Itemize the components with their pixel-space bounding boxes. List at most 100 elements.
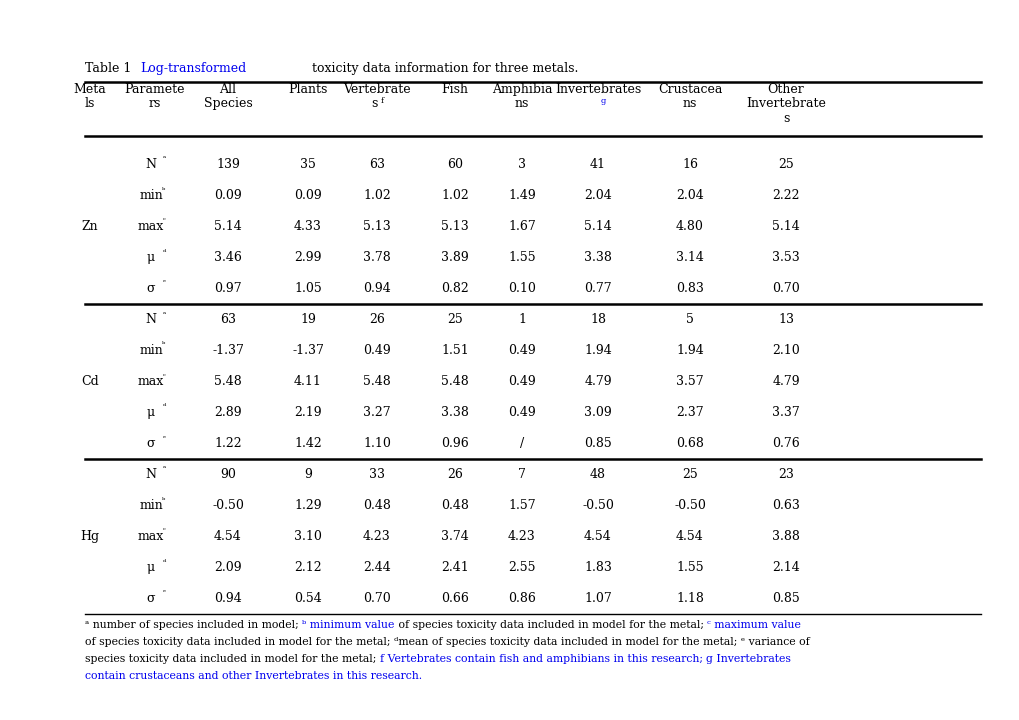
Text: ᶜ: ᶜ bbox=[162, 372, 165, 380]
Text: 2.09: 2.09 bbox=[214, 561, 242, 574]
Text: Species: Species bbox=[204, 97, 252, 110]
Text: 25: 25 bbox=[777, 158, 793, 171]
Text: μ: μ bbox=[147, 251, 155, 264]
Text: 48: 48 bbox=[589, 468, 605, 481]
Text: 0.48: 0.48 bbox=[363, 499, 390, 512]
Text: ᵃ number of species included in model;: ᵃ number of species included in model; bbox=[85, 620, 302, 630]
Text: 1.49: 1.49 bbox=[507, 189, 535, 202]
Text: 3: 3 bbox=[518, 158, 526, 171]
Text: 5.13: 5.13 bbox=[363, 220, 390, 233]
Text: σ: σ bbox=[147, 592, 155, 605]
Text: 1.22: 1.22 bbox=[214, 437, 242, 450]
Text: 5.48: 5.48 bbox=[214, 375, 242, 388]
Text: max: max bbox=[138, 530, 164, 543]
Text: 60: 60 bbox=[446, 158, 463, 171]
Text: 0.48: 0.48 bbox=[440, 499, 469, 512]
Text: 1.07: 1.07 bbox=[584, 592, 611, 605]
Text: 0.94: 0.94 bbox=[214, 592, 242, 605]
Text: 3.78: 3.78 bbox=[363, 251, 390, 264]
Text: 3.14: 3.14 bbox=[676, 251, 703, 264]
Text: g Invertebrates: g Invertebrates bbox=[706, 654, 791, 664]
Text: All: All bbox=[219, 83, 236, 96]
Text: 18: 18 bbox=[589, 313, 605, 326]
Text: 0.86: 0.86 bbox=[507, 592, 535, 605]
Text: N: N bbox=[146, 313, 156, 326]
Text: 5.14: 5.14 bbox=[584, 220, 611, 233]
Text: 1.42: 1.42 bbox=[293, 437, 322, 450]
Text: Zn: Zn bbox=[82, 220, 98, 233]
Text: 0.09: 0.09 bbox=[214, 189, 242, 202]
Text: min: min bbox=[139, 189, 163, 202]
Text: ns: ns bbox=[515, 97, 529, 110]
Text: 0.10: 0.10 bbox=[507, 282, 535, 295]
Text: 1.51: 1.51 bbox=[440, 344, 469, 357]
Text: 3.53: 3.53 bbox=[771, 251, 799, 264]
Text: 9: 9 bbox=[304, 468, 312, 481]
Text: 2.14: 2.14 bbox=[771, 561, 799, 574]
Text: ᶜ: ᶜ bbox=[162, 217, 165, 225]
Text: 33: 33 bbox=[369, 468, 384, 481]
Text: 26: 26 bbox=[446, 468, 463, 481]
Text: 1.29: 1.29 bbox=[293, 499, 322, 512]
Text: 25: 25 bbox=[446, 313, 463, 326]
Text: 4.54: 4.54 bbox=[214, 530, 242, 543]
Text: Hg: Hg bbox=[81, 530, 100, 543]
Text: max: max bbox=[138, 375, 164, 388]
Text: 3.37: 3.37 bbox=[771, 406, 799, 419]
Text: ᵇ: ᵇ bbox=[162, 186, 165, 194]
Text: 3.57: 3.57 bbox=[676, 375, 703, 388]
Text: of species toxicity data included in model for the metal;: of species toxicity data included in mod… bbox=[394, 620, 706, 630]
Text: rs: rs bbox=[149, 97, 161, 110]
Text: 4.54: 4.54 bbox=[676, 530, 703, 543]
Text: 3.89: 3.89 bbox=[440, 251, 469, 264]
Text: 16: 16 bbox=[682, 158, 697, 171]
Text: contain crustaceans and other Invertebrates in this research.: contain crustaceans and other Invertebra… bbox=[85, 671, 422, 681]
Text: 0.68: 0.68 bbox=[676, 437, 703, 450]
Text: Fish: Fish bbox=[441, 83, 468, 96]
Text: 1.67: 1.67 bbox=[507, 220, 535, 233]
Text: ᵇ: ᵇ bbox=[162, 497, 165, 505]
Text: 2.99: 2.99 bbox=[293, 251, 321, 264]
Text: 0.94: 0.94 bbox=[363, 282, 390, 295]
Text: 2.22: 2.22 bbox=[771, 189, 799, 202]
Text: ᵇ: ᵇ bbox=[162, 341, 165, 349]
Text: 4.79: 4.79 bbox=[584, 375, 611, 388]
Text: 63: 63 bbox=[369, 158, 384, 171]
Text: 7: 7 bbox=[518, 468, 526, 481]
Text: 4.33: 4.33 bbox=[293, 220, 322, 233]
Text: 3.46: 3.46 bbox=[214, 251, 242, 264]
Text: Crustacea: Crustacea bbox=[657, 83, 721, 96]
Text: 3.74: 3.74 bbox=[440, 530, 469, 543]
Text: 2.44: 2.44 bbox=[363, 561, 390, 574]
Text: 13: 13 bbox=[777, 313, 793, 326]
Text: 3.38: 3.38 bbox=[584, 251, 611, 264]
Text: 0.77: 0.77 bbox=[584, 282, 611, 295]
Text: 1.57: 1.57 bbox=[507, 499, 535, 512]
Text: -1.37: -1.37 bbox=[291, 344, 324, 357]
Text: 0.66: 0.66 bbox=[440, 592, 469, 605]
Text: 0.09: 0.09 bbox=[293, 189, 322, 202]
Text: 26: 26 bbox=[369, 313, 384, 326]
Text: σ: σ bbox=[147, 282, 155, 295]
Text: 1.83: 1.83 bbox=[584, 561, 611, 574]
Text: 3.88: 3.88 bbox=[771, 530, 799, 543]
Text: 1.94: 1.94 bbox=[676, 344, 703, 357]
Text: N: N bbox=[146, 158, 156, 171]
Text: Cd: Cd bbox=[82, 375, 99, 388]
Text: g: g bbox=[600, 97, 605, 105]
Text: 0.63: 0.63 bbox=[771, 499, 799, 512]
Text: 1.02: 1.02 bbox=[363, 189, 390, 202]
Text: 0.70: 0.70 bbox=[771, 282, 799, 295]
Text: 4.80: 4.80 bbox=[676, 220, 703, 233]
Text: 2.19: 2.19 bbox=[293, 406, 322, 419]
Text: ls: ls bbox=[85, 97, 95, 110]
Text: -0.50: -0.50 bbox=[582, 499, 613, 512]
Text: 139: 139 bbox=[216, 158, 239, 171]
Text: 35: 35 bbox=[300, 158, 316, 171]
Text: Vertebrate: Vertebrate bbox=[342, 83, 411, 96]
Text: 0.76: 0.76 bbox=[771, 437, 799, 450]
Text: 5.13: 5.13 bbox=[440, 220, 469, 233]
Text: 3.27: 3.27 bbox=[363, 406, 390, 419]
Text: μ: μ bbox=[147, 561, 155, 574]
Text: Meta: Meta bbox=[73, 83, 106, 96]
